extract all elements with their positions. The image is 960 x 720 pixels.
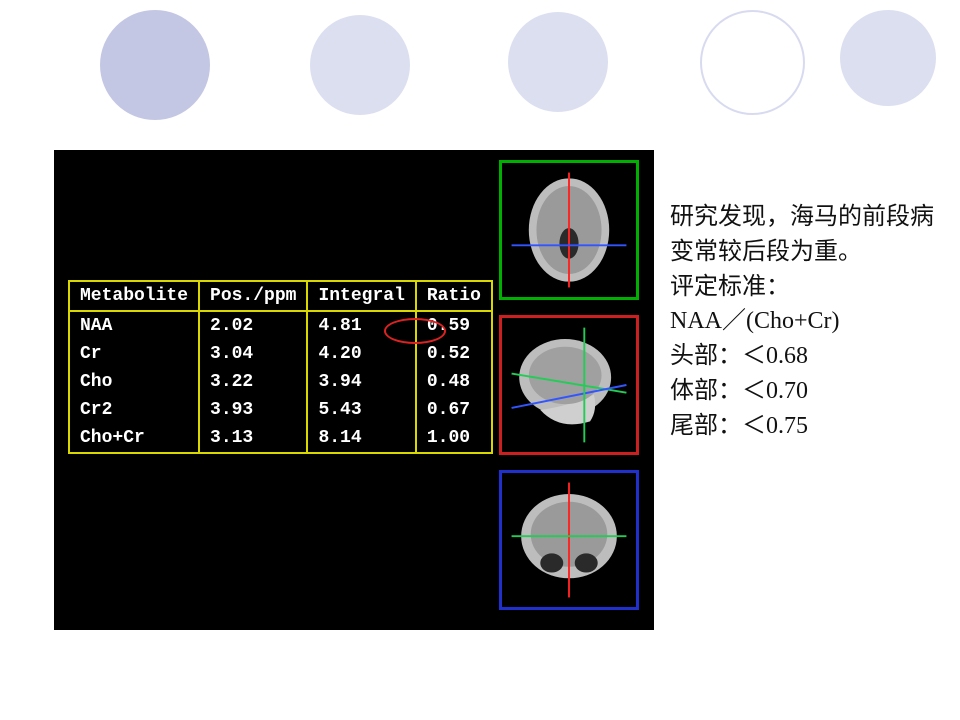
- col-pos: Pos./ppm: [199, 281, 307, 311]
- cell-integral: 5.43: [307, 396, 415, 424]
- brain-scan-coronal: [499, 470, 639, 610]
- cell-integral: 4.81: [307, 311, 415, 340]
- cell-pos: 3.93: [199, 396, 307, 424]
- caption-line: 评定标准：: [670, 270, 940, 305]
- table-row: Cho3.223.940.48: [69, 368, 492, 396]
- decorative-circle: [700, 10, 805, 115]
- caption-text: 研究发现，海马的前段病变常较后段为重。评定标准：NAA／(Cho+Cr)头部：＜…: [670, 200, 940, 444]
- table-row: Cho+Cr3.138.141.00: [69, 424, 492, 453]
- col-metabolite: Metabolite: [69, 281, 199, 311]
- col-ratio: Ratio: [416, 281, 492, 311]
- mrs-panel: Metabolite Pos./ppm Integral Ratio NAA2.…: [54, 150, 654, 630]
- cell-ratio: 0.67: [416, 396, 492, 424]
- col-integral: Integral: [307, 281, 415, 311]
- cell-pos: 3.13: [199, 424, 307, 453]
- caption-line: NAA／(Cho+Cr): [670, 304, 940, 339]
- cell-integral: 3.94: [307, 368, 415, 396]
- cell-pos: 3.04: [199, 340, 307, 368]
- caption-line: 体部：＜0.70: [670, 374, 940, 409]
- cell-ratio: 0.59: [416, 311, 492, 340]
- cell-name: NAA: [69, 311, 199, 340]
- cell-integral: 4.20: [307, 340, 415, 368]
- cell-name: Cho+Cr: [69, 424, 199, 453]
- decorative-circle: [310, 15, 410, 115]
- brain-scan-sagittal: [499, 315, 639, 455]
- caption-line: 尾部：＜0.75: [670, 409, 940, 444]
- caption-line: 研究发现，海马的前段病变常较后段为重。: [670, 200, 940, 270]
- decorative-circle: [840, 10, 936, 106]
- cell-ratio: 1.00: [416, 424, 492, 453]
- metabolite-table: Metabolite Pos./ppm Integral Ratio NAA2.…: [68, 280, 493, 454]
- cell-ratio: 0.48: [416, 368, 492, 396]
- brain-scan-axial: [499, 160, 639, 300]
- cell-pos: 2.02: [199, 311, 307, 340]
- table-row: Cr3.044.200.52: [69, 340, 492, 368]
- cell-pos: 3.22: [199, 368, 307, 396]
- caption-line: 头部：＜0.68: [670, 339, 940, 374]
- table-header-row: Metabolite Pos./ppm Integral Ratio: [69, 281, 492, 311]
- cell-ratio: 0.52: [416, 340, 492, 368]
- table-row: Cr23.935.430.67: [69, 396, 492, 424]
- cell-name: Cr: [69, 340, 199, 368]
- decorative-circle: [508, 12, 608, 112]
- decorative-circle: [100, 10, 210, 120]
- cell-name: Cr2: [69, 396, 199, 424]
- cell-name: Cho: [69, 368, 199, 396]
- table-row: NAA2.024.810.59: [69, 311, 492, 340]
- cell-integral: 8.14: [307, 424, 415, 453]
